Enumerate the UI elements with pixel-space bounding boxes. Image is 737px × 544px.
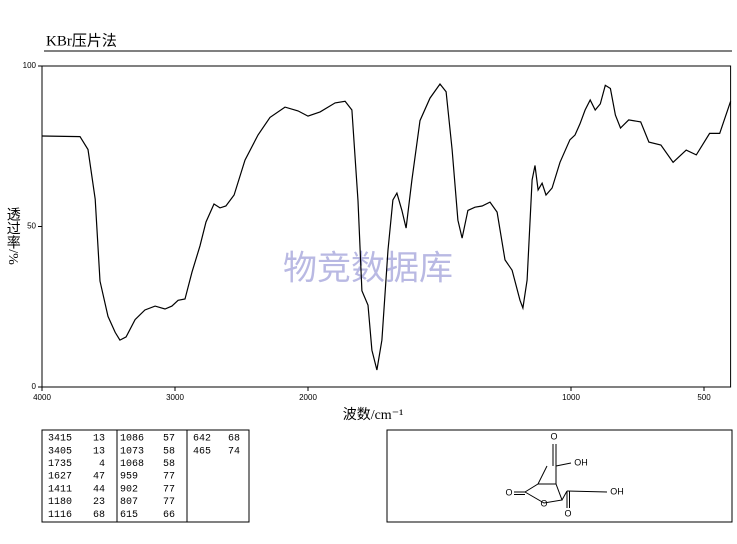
table-cell: 807 <box>120 497 138 508</box>
table-cell: 615 <box>120 510 138 521</box>
table-cell: 47 <box>93 472 105 483</box>
structure-bonds <box>514 444 608 508</box>
table-cell: 902 <box>120 484 138 495</box>
table-cell: 13 <box>93 434 105 445</box>
table-cell: 1411 <box>48 484 72 495</box>
table-cell: 77 <box>163 497 175 508</box>
table-cell: 66 <box>163 510 175 521</box>
table-cell: 74 <box>228 446 240 457</box>
structure-box <box>386 429 733 523</box>
x-tick-label: 2000 <box>299 393 317 402</box>
x-tick-label: 1000 <box>562 393 580 402</box>
table-cell: 1068 <box>120 459 144 470</box>
atom-label: O <box>550 431 557 441</box>
table-cell: 1180 <box>48 497 72 508</box>
x-tick-label: 4000 <box>33 393 51 402</box>
table-cell: 57 <box>163 434 175 445</box>
table-cell: 1086 <box>120 434 144 445</box>
table-cell: 3415 <box>48 434 72 445</box>
table-cell: 68 <box>93 510 105 521</box>
x-tick-label: 500 <box>697 393 711 402</box>
table-cell: 1116 <box>48 510 72 521</box>
table-cell: 1735 <box>48 459 72 470</box>
y-tick-label: 0 <box>32 382 37 391</box>
atom-label: O <box>564 508 571 518</box>
table-cell: 465 <box>193 446 211 457</box>
table-cell: 58 <box>163 446 175 457</box>
y-axis-label: 透过率/% <box>5 207 21 265</box>
plot-frame <box>41 65 732 388</box>
atom-label: O <box>540 498 547 508</box>
table-cell: 58 <box>163 459 175 470</box>
table-cell: 23 <box>93 497 105 508</box>
y-tick-label: 50 <box>27 222 36 231</box>
table-cell: 44 <box>93 484 105 495</box>
x-tick-label: 3000 <box>166 393 184 402</box>
table-cell: 3405 <box>48 446 72 457</box>
table-cell: 13 <box>93 446 105 457</box>
atom-label: O <box>505 487 512 497</box>
atom-label: OH <box>574 457 588 467</box>
table-cell: 4 <box>99 459 105 470</box>
y-tick-label: 100 <box>23 61 37 70</box>
table-cell: 77 <box>163 472 175 483</box>
table-cell: 77 <box>163 484 175 495</box>
table-cell: 642 <box>193 434 211 445</box>
atom-label: OH <box>610 486 624 496</box>
watermark: 物竞数据库 <box>283 249 453 289</box>
table-cell: 68 <box>228 434 240 445</box>
table-cell: 1073 <box>120 446 144 457</box>
peak-table <box>41 429 250 523</box>
table-cell: 1627 <box>48 472 72 483</box>
chart-title: KBr压片法 <box>46 32 117 49</box>
x-axis-label: 波数/cm⁻¹ <box>343 407 404 423</box>
table-cell: 959 <box>120 472 138 483</box>
spectrum-line <box>41 83 732 371</box>
